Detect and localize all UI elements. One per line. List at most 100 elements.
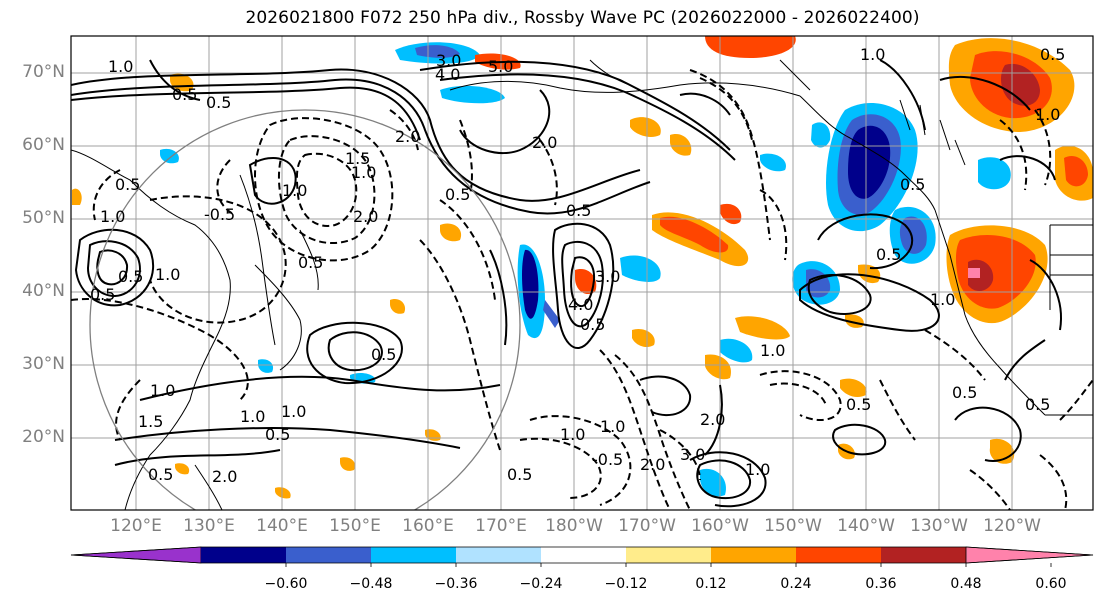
contour-label: 1.0 [1035,105,1060,124]
shade-blob [660,216,729,253]
contour-label: 0.5 [1025,395,1050,414]
contour-label: 1.0 [108,57,133,76]
contour-line [71,298,249,401]
contour-line [115,379,141,441]
contour-label: 2.0 [395,127,420,146]
shade-blob [390,299,406,314]
colorbar-segment [626,547,711,563]
contour-line [704,384,723,456]
shade-blob [760,153,786,172]
contour-line [86,240,141,298]
coastline [1049,224,1093,310]
contour-line [599,349,671,510]
contour-line [954,406,1022,462]
contour-line [759,189,788,261]
contour-label: 1.5 [138,412,163,431]
colorbar-segment [70,546,202,564]
contour-line [539,139,558,206]
colorbar-segment [201,547,286,563]
contour-label: 1.0 [600,417,625,436]
contour-line [639,375,692,417]
contour-line [1029,259,1062,331]
contour-label: 4.0 [568,295,593,314]
colorbar [70,546,1094,567]
contour-line [817,213,913,270]
contour-label: 0.5 [566,201,591,220]
contour-label: 1.0 [745,460,770,479]
contour-line [114,427,461,449]
map-frame [70,35,1094,511]
contour-label: 3.0 [595,267,620,286]
colorbar-label: −0.12 [604,576,648,592]
contour-line [879,379,916,441]
contour-line [999,119,1028,191]
contour-label: 1.0 [282,181,307,200]
shade-blob [522,249,539,319]
contour-line [570,256,596,308]
shade-blob [670,134,692,156]
shade-blob [840,378,867,398]
longitude-label: 130°W [910,516,968,536]
contour-label: -0.5 [592,450,623,469]
contour-label: 1.0 [155,265,180,284]
contour-line [679,92,731,116]
colorbar-outline [70,546,1094,564]
contour-line [149,59,201,101]
contour-line [439,199,496,301]
coastline [194,464,223,510]
coastline [589,59,631,86]
contour-label: 0.5 [952,383,977,402]
contour-line [1034,109,1052,186]
contour-label: 1.0 [351,163,376,182]
graticule [71,36,1093,510]
contour-label: 2.0 [212,467,237,486]
contour-line [969,469,1011,510]
longitude-label: 150°E [329,516,381,536]
contour-label: 2.0 [640,455,665,474]
contour-label: 0.5 [371,345,396,364]
colorbar-label: 0.12 [695,576,727,592]
colorbar-segment [881,547,966,563]
colorbar-segment [286,547,371,563]
contour-label: 0.5 [1040,45,1065,64]
longitude-label: 140°E [256,516,308,536]
contour-label: 3.0 [436,51,461,70]
coastline [449,80,801,97]
colorbar-segment [965,546,1094,564]
contour-label: 1.0 [860,45,885,64]
contour-line [807,274,872,315]
latitude-label: 50°N [22,208,65,228]
shade-blob [620,255,661,282]
contour-line [1004,339,1046,381]
longitude-label: 160°W [691,516,749,536]
shade-blob [440,85,505,104]
colorbar-label: −0.24 [519,576,563,592]
contour-line [327,331,383,372]
contour-line [149,195,287,324]
contour-label: 1.0 [281,402,306,421]
contour-label: 0.5 [445,185,470,204]
contour-label: 1.5 [345,149,370,168]
contour-label: 5.0 [488,57,513,76]
shade-blob [575,269,597,295]
contour-label: 0.5 [172,85,197,104]
contour-label: -0.5 [204,205,235,224]
shade-blob [848,125,891,199]
shade-blob [440,223,462,242]
shade-blob [175,463,190,475]
colorbar-label: −0.36 [434,576,478,592]
contour-line [769,382,827,406]
contour-line [306,321,403,385]
contour-line [759,370,842,421]
shade-blob [1000,63,1040,106]
reference-circle [89,109,521,510]
contour-line [519,437,602,499]
contour-line [216,159,236,216]
contour-label-group: 1.00.51.00.50.51.00.50.5-0.51.51.02.00.5… [90,45,1065,486]
shade-blob [632,329,655,348]
contour-label: 0.5 [115,175,140,194]
shade-blob [735,316,790,340]
coastline [934,209,966,316]
contour-line [71,86,421,141]
longitude-label: 170°W [618,516,676,536]
